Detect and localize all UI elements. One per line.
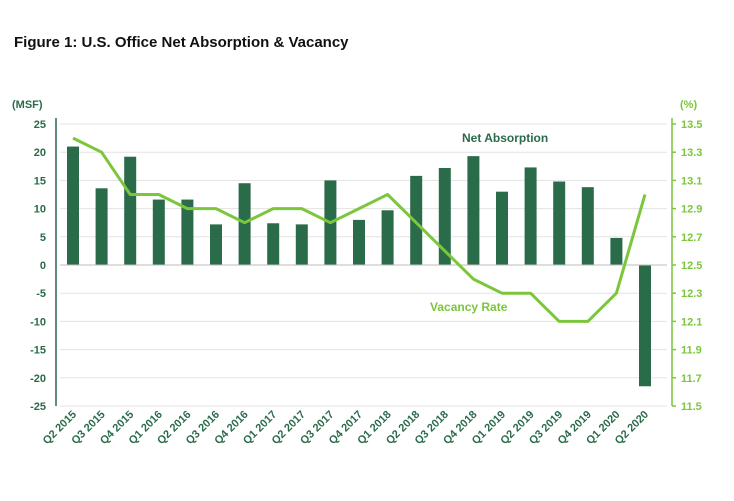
left-tick-label: 15 bbox=[34, 175, 46, 187]
vacancy-rate-annotation: Vacancy Rate bbox=[430, 300, 508, 314]
left-tick-label: -25 bbox=[30, 401, 46, 413]
left-axis: 25 20 15 10 5 0 -5 -10 -15 -20 -25 bbox=[30, 118, 57, 413]
right-tick-label: 12.5 bbox=[681, 260, 702, 272]
bar-q1-2018 bbox=[381, 210, 394, 265]
left-tick-label: -20 bbox=[30, 373, 46, 385]
bar-q1-2019 bbox=[496, 191, 508, 265]
right-axis: 13.5 13.3 13.1 12.9 12.7 12.5 12.3 12.1 11.9 11.7… bbox=[671, 118, 702, 413]
bar-q1-2016 bbox=[152, 199, 165, 265]
bar-q2-2018 bbox=[410, 175, 423, 265]
bar-q2-2020 bbox=[639, 265, 651, 387]
bar-q2-2019 bbox=[524, 167, 537, 265]
bar-q3-2015 bbox=[95, 188, 108, 265]
bar-q3-2018 bbox=[438, 167, 451, 265]
left-tick-label: -10 bbox=[30, 316, 46, 328]
right-tick-label: 13.1 bbox=[681, 175, 702, 187]
left-tick-label: -15 bbox=[30, 345, 46, 357]
right-tick-label: 12.7 bbox=[681, 232, 702, 244]
right-tick-label: 11.5 bbox=[681, 401, 702, 413]
vacancy-rate-series-line bbox=[72, 136, 647, 323]
right-tick-label: 12.3 bbox=[681, 288, 702, 300]
left-tick-label: 25 bbox=[34, 119, 46, 131]
bar-q4-2018 bbox=[467, 156, 480, 265]
bar-q1-2017 bbox=[267, 223, 280, 265]
net-absorption-annotation: Net Absorption bbox=[462, 131, 548, 145]
right-tick-label: 13.3 bbox=[681, 147, 702, 159]
right-tick-label: 12.9 bbox=[681, 204, 702, 216]
right-tick-label: 11.9 bbox=[681, 345, 702, 357]
left-tick-label: 10 bbox=[34, 204, 46, 216]
chart-title: Figure 1: U.S. Office Net Absorption & V… bbox=[14, 34, 349, 51]
right-tick-label: 11.7 bbox=[681, 373, 702, 385]
left-tick-label: 5 bbox=[40, 232, 46, 244]
bar-q3-2016 bbox=[210, 224, 222, 265]
bar-q2-2015 bbox=[67, 146, 79, 265]
left-tick-label: 0 bbox=[40, 260, 46, 272]
left-axis-unit-label: (MSF) bbox=[12, 99, 43, 111]
vacancy-rate-line bbox=[72, 136, 647, 323]
series-annotations: Net Absorption Vacancy Rate bbox=[430, 131, 548, 314]
left-tick-label: 20 bbox=[34, 147, 46, 159]
gridlines bbox=[60, 123, 667, 407]
right-axis-unit-label: (%) bbox=[680, 99, 697, 111]
bar-q4-2017 bbox=[353, 219, 365, 265]
right-tick-label: 12.1 bbox=[681, 316, 702, 328]
bar-q2-2016 bbox=[181, 199, 194, 265]
bar-q4-2019 bbox=[581, 187, 594, 265]
bar-q4-2015 bbox=[124, 156, 137, 265]
bar-q1-2020 bbox=[610, 237, 623, 265]
left-tick-label: -5 bbox=[36, 288, 46, 300]
net-absorption-bars bbox=[67, 146, 651, 387]
bar-q3-2019 bbox=[553, 181, 566, 265]
right-tick-label: 13.5 bbox=[681, 119, 702, 131]
bar-q2-2017 bbox=[295, 224, 308, 265]
